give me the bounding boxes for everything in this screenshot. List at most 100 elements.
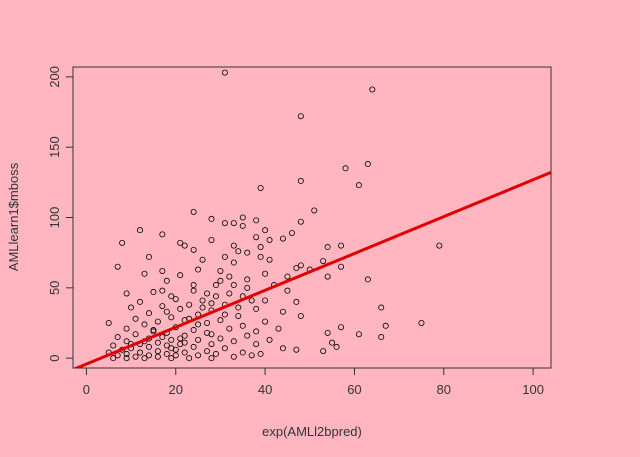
data-point: [279, 345, 286, 352]
data-point: [226, 290, 233, 297]
data-point: [159, 287, 166, 294]
data-point: [253, 341, 260, 348]
data-point: [145, 343, 152, 350]
data-point: [221, 345, 228, 352]
data-point: [266, 237, 273, 244]
data-point: [163, 350, 170, 357]
data-point: [217, 317, 224, 324]
x-tick-label: 0: [83, 382, 90, 397]
data-point: [266, 336, 273, 343]
data-point: [320, 348, 327, 355]
data-point: [212, 350, 219, 357]
data-point: [123, 350, 130, 357]
data-point: [105, 319, 112, 326]
data-point: [226, 325, 233, 332]
data-point: [293, 346, 300, 353]
data-point: [195, 336, 202, 343]
data-point: [355, 331, 362, 338]
data-point: [145, 310, 152, 317]
data-point: [208, 237, 215, 244]
data-point: [181, 349, 188, 356]
y-tick-label: 200: [47, 66, 62, 88]
data-point: [159, 231, 166, 238]
data-point: [190, 282, 197, 289]
data-point: [159, 303, 166, 310]
data-point: [154, 353, 161, 360]
data-point: [163, 277, 170, 284]
data-point: [177, 272, 184, 279]
data-point: [114, 334, 121, 341]
data-point: [338, 263, 345, 270]
data-point: [284, 287, 291, 294]
data-point: [163, 308, 170, 315]
data-point: [297, 218, 304, 225]
regression-line: [73, 171, 551, 368]
data-point: [150, 289, 157, 296]
x-tick-label: 80: [437, 382, 451, 397]
y-axis-title: AMLlearn1$mboss: [6, 162, 21, 271]
data-point: [177, 239, 184, 246]
data-point: [253, 217, 260, 224]
data-point: [154, 348, 161, 355]
data-point: [137, 227, 144, 234]
data-point: [195, 321, 202, 328]
y-tick-label: 150: [47, 136, 62, 158]
data-point: [119, 239, 126, 246]
data-point: [230, 353, 237, 360]
x-axis-title: exp(AMLl2bpred): [262, 424, 362, 439]
data-point: [190, 327, 197, 334]
data-point: [110, 355, 117, 362]
data-point: [186, 355, 193, 362]
data-point: [114, 263, 121, 270]
data-point: [324, 273, 331, 280]
data-point: [239, 322, 246, 329]
data-point: [208, 215, 215, 222]
data-point: [150, 328, 157, 335]
data-point: [266, 256, 273, 263]
data-point: [378, 334, 385, 341]
data-point: [244, 249, 251, 256]
data-point: [154, 318, 161, 325]
data-point: [221, 220, 228, 227]
data-point: [128, 304, 135, 311]
data-point: [141, 355, 148, 362]
data-point: [230, 259, 237, 266]
data-point: [230, 338, 237, 345]
data-point: [293, 265, 300, 272]
data-point: [364, 161, 371, 168]
data-point: [329, 339, 336, 346]
data-point: [257, 350, 264, 357]
data-point: [204, 290, 211, 297]
data-point: [163, 342, 170, 349]
data-point: [226, 273, 233, 280]
data-point: [333, 343, 340, 350]
data-point: [212, 282, 219, 289]
data-point: [195, 352, 202, 359]
data-points: [105, 69, 443, 362]
data-point: [288, 229, 295, 236]
data-point: [123, 290, 130, 297]
data-point: [293, 298, 300, 305]
data-point: [208, 341, 215, 348]
y-tick-label: 100: [47, 207, 62, 229]
data-point: [297, 113, 304, 120]
data-point: [190, 343, 197, 350]
data-point: [230, 220, 237, 227]
data-point: [221, 311, 228, 318]
data-point: [338, 324, 345, 331]
data-point: [212, 293, 219, 300]
data-point: [248, 352, 255, 359]
data-point: [221, 69, 228, 76]
data-point: [168, 345, 175, 352]
data-point: [262, 318, 269, 325]
data-point: [123, 338, 130, 345]
data-point: [123, 355, 130, 362]
data-point: [275, 325, 282, 332]
data-point: [217, 277, 224, 284]
data-point: [244, 276, 251, 283]
x-tick-label: 20: [169, 382, 183, 397]
data-point: [181, 242, 188, 249]
data-point: [257, 184, 264, 191]
